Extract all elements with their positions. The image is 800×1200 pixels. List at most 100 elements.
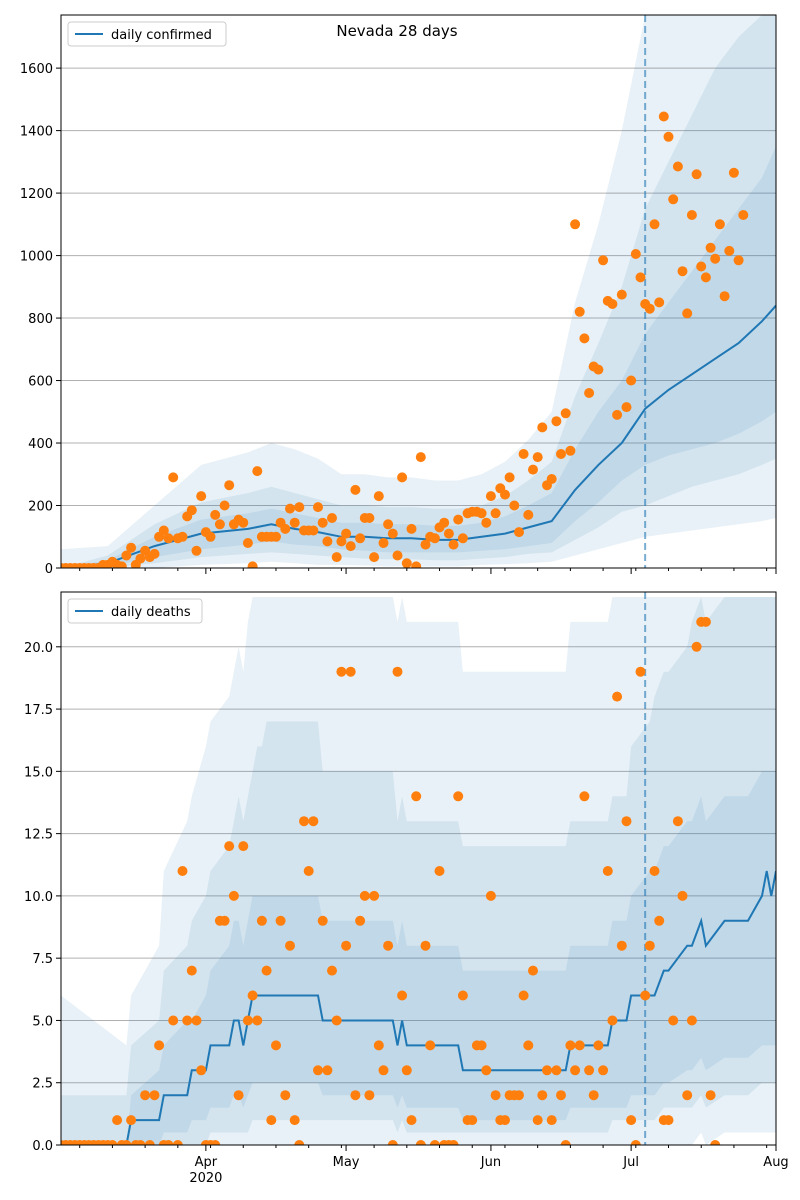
data-point (448, 539, 459, 550)
data-point (668, 1015, 679, 1026)
data-point (341, 940, 352, 951)
data-point (406, 1115, 417, 1126)
x-tick-sublabel: 2020 (189, 1171, 222, 1186)
y-tick-label: 600 (28, 375, 53, 390)
data-point (607, 299, 618, 309)
data-point (341, 528, 352, 539)
data-point (285, 503, 295, 514)
data-point (598, 1065, 609, 1076)
data-point (443, 528, 454, 539)
data-point (294, 502, 305, 513)
data-point (504, 472, 515, 483)
data-point (191, 1015, 202, 1026)
data-point (570, 1065, 581, 1076)
data-point (528, 464, 538, 475)
data-point (485, 890, 496, 901)
y-tick-label: 1400 (20, 125, 53, 140)
data-point (640, 990, 651, 1001)
data-point (584, 388, 595, 398)
outer-band (61, 15, 776, 568)
data-point (546, 474, 557, 484)
data-point (570, 219, 581, 230)
data-point (514, 1090, 524, 1101)
data-point (728, 167, 739, 178)
data-point (621, 816, 632, 827)
data-point (172, 1140, 183, 1145)
data-point (556, 1090, 566, 1101)
data-point (299, 816, 309, 827)
data-point (546, 1115, 557, 1126)
data-point (121, 1140, 132, 1145)
data-point (420, 940, 431, 951)
data-point (378, 538, 389, 548)
data-point (621, 402, 632, 413)
data-point (331, 552, 342, 563)
inner-band (61, 146, 776, 568)
x-tick-label: May (333, 1155, 360, 1170)
data-point (574, 306, 585, 317)
data-point (317, 517, 328, 528)
y-tick-label: 10.0 (24, 890, 53, 905)
data-point (275, 915, 286, 926)
data-point (271, 1040, 281, 1051)
data-point (500, 1115, 510, 1126)
y-tick-label: 200 (28, 500, 53, 515)
data-point (177, 531, 188, 542)
data-point (378, 1065, 389, 1076)
legend: daily confirmed (67, 21, 227, 47)
data-point (560, 408, 571, 419)
data-point (551, 416, 562, 427)
legend-label: daily confirmed (111, 28, 212, 43)
data-point (112, 1115, 123, 1126)
legend-box (67, 21, 227, 47)
data-point (691, 641, 702, 652)
data-point (518, 449, 529, 459)
data-point (448, 1140, 459, 1145)
data-point (677, 266, 688, 277)
y-tick-label: 12.5 (24, 828, 53, 843)
data-point (280, 523, 291, 534)
data-point (523, 509, 534, 520)
data-point (392, 550, 403, 561)
data-point (177, 866, 188, 876)
data-point (247, 990, 258, 1001)
data-point (649, 219, 660, 230)
data-point (644, 303, 655, 314)
data-point (612, 409, 623, 420)
data-point (710, 253, 721, 264)
data-point (700, 616, 711, 627)
data-point (560, 1140, 571, 1145)
data-point (294, 1140, 305, 1145)
data-point (565, 1040, 576, 1051)
data-point (616, 289, 627, 300)
middle-band (61, 597, 776, 1145)
data-point (457, 990, 468, 1001)
data-point (672, 161, 683, 172)
data-point (420, 539, 431, 550)
data-point (635, 666, 646, 677)
confirmed-panel: 0 200 400 600 800 1000 1200 1400 1600 daily confi… (20, 14, 777, 577)
outer-band (61, 597, 776, 1145)
data-point (733, 255, 744, 266)
data-point (163, 1140, 174, 1145)
data-point (738, 210, 749, 220)
data-point (500, 489, 510, 500)
legend: daily deaths (67, 598, 203, 624)
data-point (397, 990, 408, 1001)
data-point (266, 1115, 277, 1126)
data-point (490, 508, 501, 519)
data-point (308, 525, 319, 536)
data-point (163, 533, 174, 544)
data-point (593, 364, 604, 375)
y-tick-label: 800 (28, 312, 53, 327)
data-point (457, 533, 468, 544)
data-point (584, 1065, 595, 1076)
data-point (476, 1040, 487, 1051)
data-point (686, 1015, 697, 1026)
data-point (551, 1065, 562, 1076)
data-point (612, 691, 623, 702)
data-point (121, 550, 132, 561)
data-point (635, 272, 646, 283)
data-point (350, 1090, 361, 1101)
